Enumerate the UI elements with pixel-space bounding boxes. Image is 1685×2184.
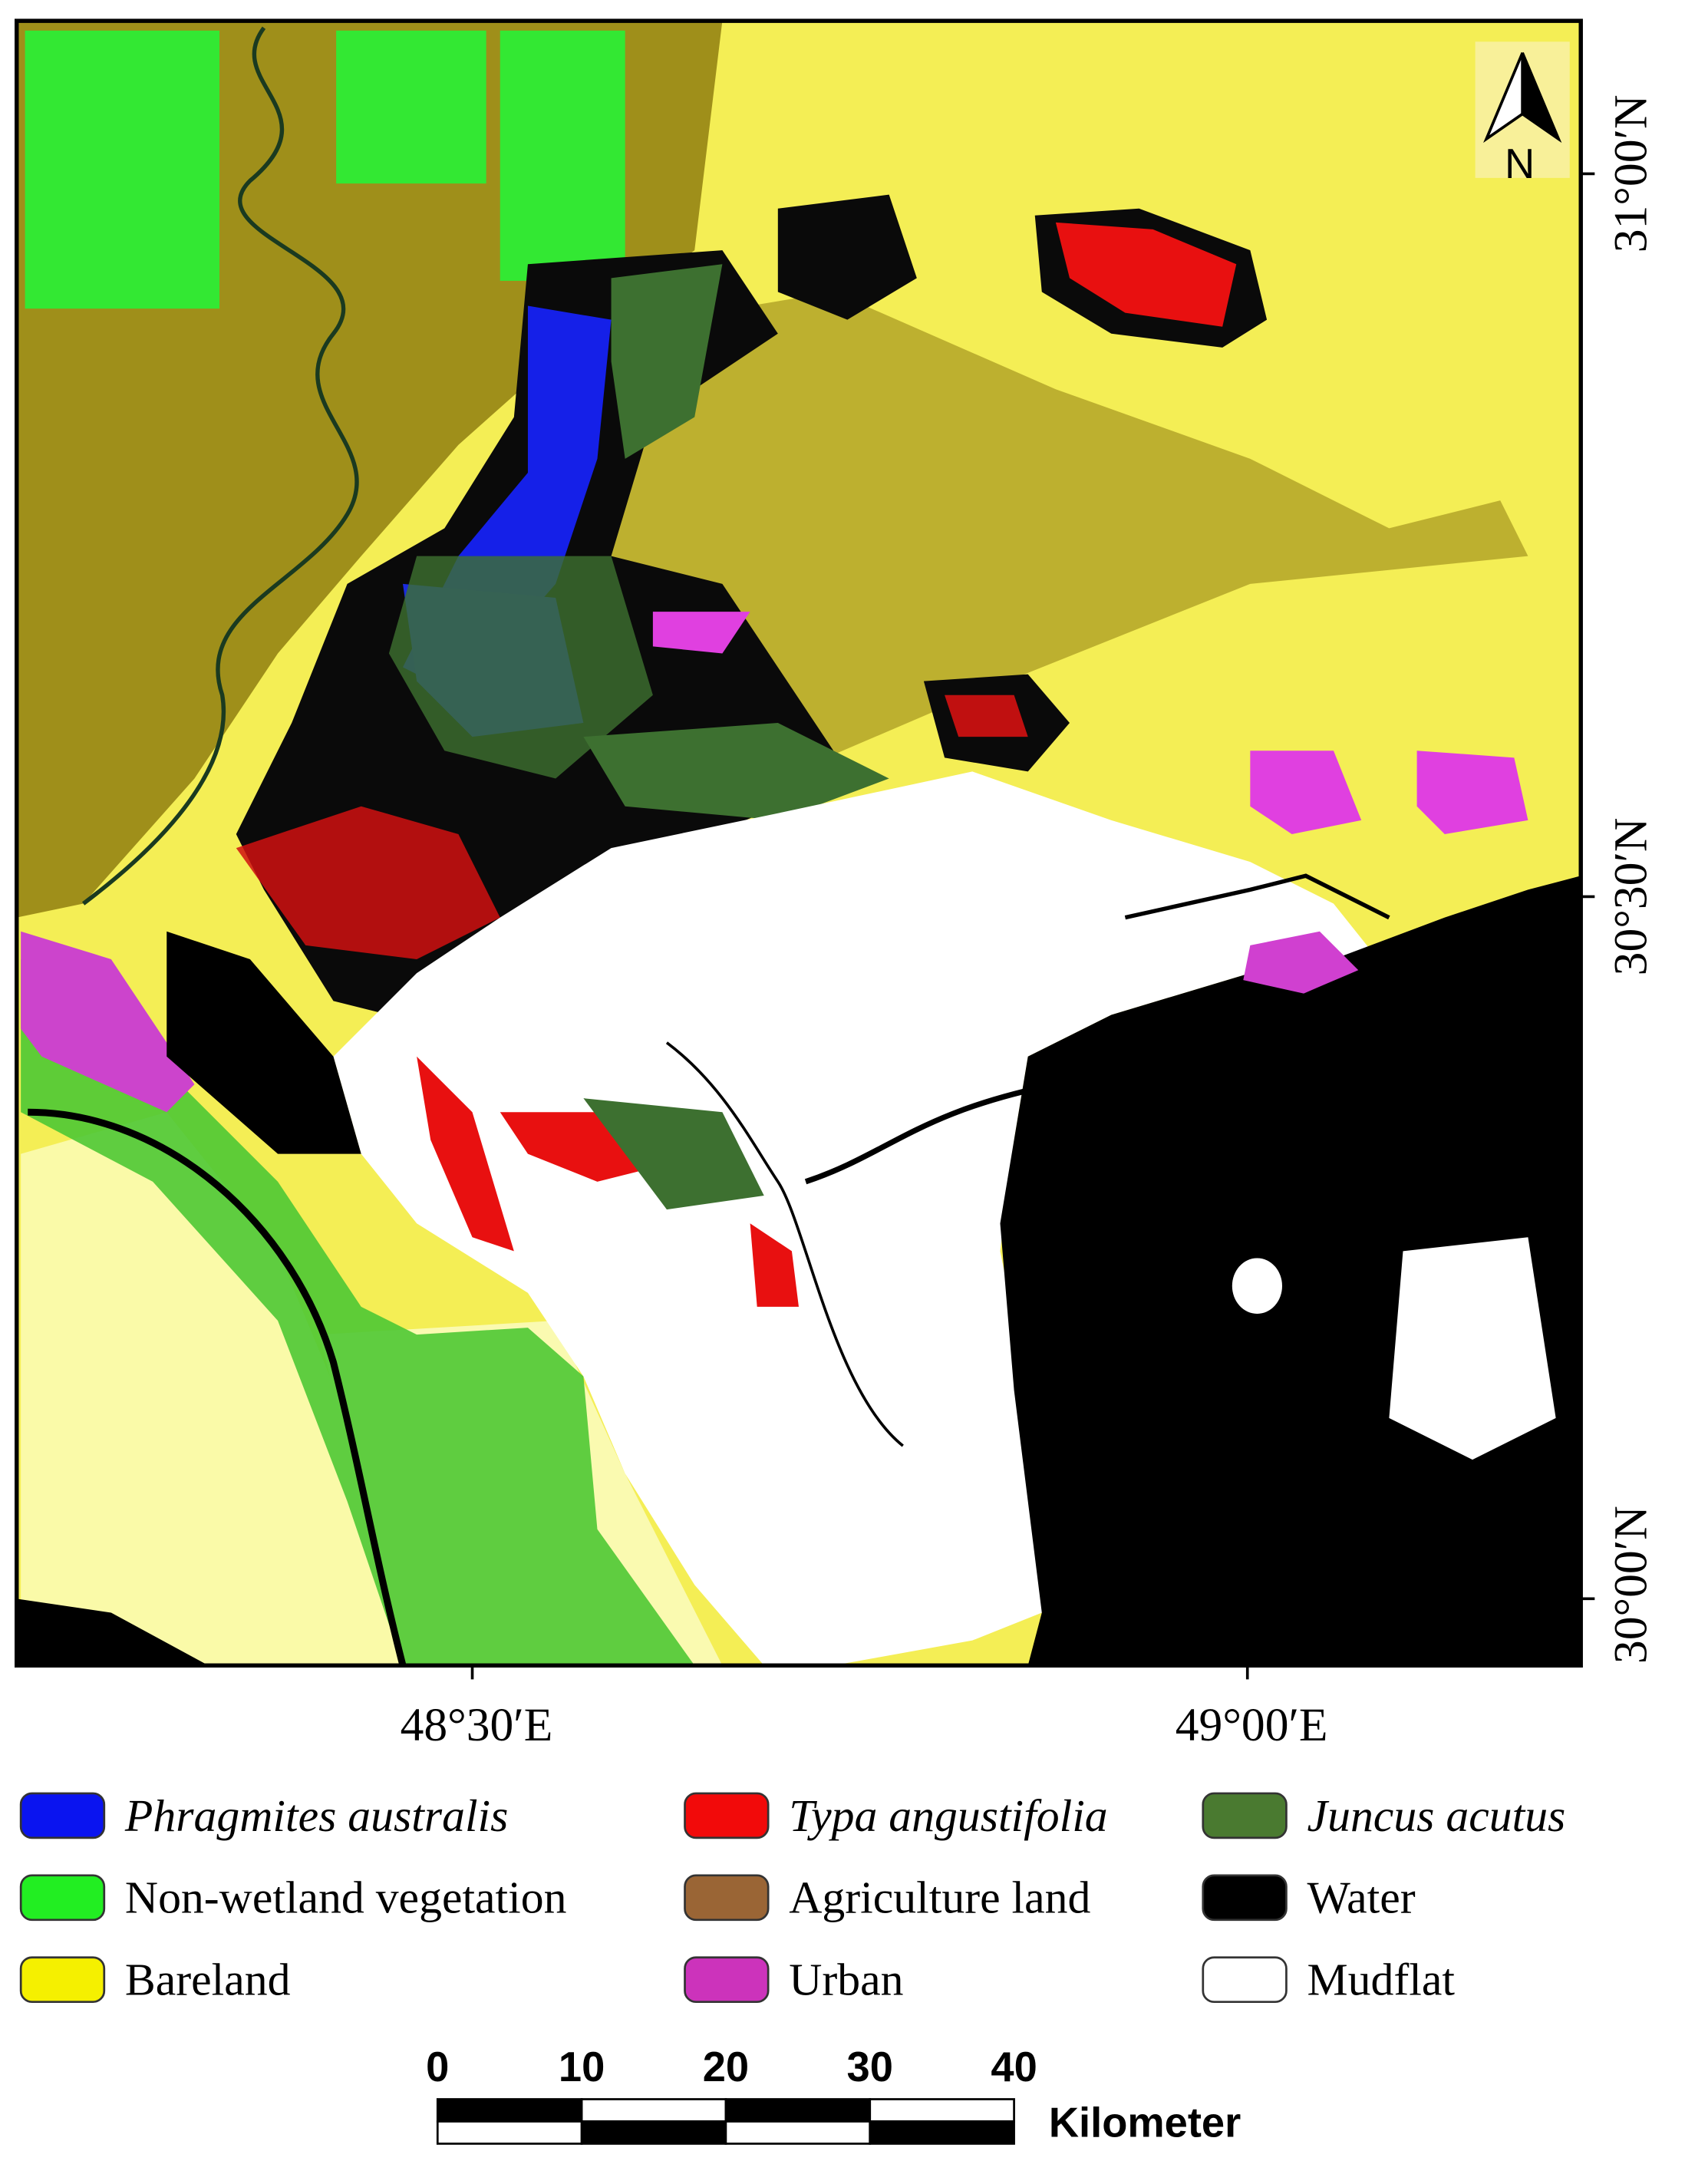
typha-patch bbox=[236, 806, 500, 959]
legend-label: Bareland bbox=[125, 1955, 291, 2005]
legend-label: Typa angustifolia bbox=[789, 1790, 1107, 1841]
typha-patch bbox=[417, 1056, 799, 1307]
scale-tick-label: 10 bbox=[559, 2044, 605, 2090]
urban-area bbox=[652, 612, 750, 654]
scale-segment bbox=[436, 2120, 583, 2145]
legend-label: Urban bbox=[789, 1955, 903, 2005]
legend: Phragmites australis Non-wetland vegetati… bbox=[19, 1790, 1566, 2005]
legend-swatch bbox=[684, 1956, 770, 2004]
lat-label: 31°00′N bbox=[1604, 95, 1657, 253]
agriculture-area bbox=[583, 292, 1528, 779]
urban-area bbox=[1416, 751, 1528, 834]
scale-tick-label: 0 bbox=[426, 2044, 449, 2090]
lon-label: 49°00′E bbox=[1176, 1699, 1328, 1751]
legend-swatch bbox=[19, 1792, 106, 1839]
legend-swatch bbox=[1202, 1792, 1288, 1839]
urban-area bbox=[21, 931, 195, 1113]
vegetation-field bbox=[25, 30, 220, 309]
mudflat bbox=[333, 771, 1390, 1666]
juncus-patch bbox=[388, 556, 653, 779]
channel bbox=[1124, 873, 1390, 920]
scale-tick-label: 40 bbox=[991, 2044, 1037, 2090]
juncus-patch bbox=[611, 264, 723, 459]
urban-area bbox=[1243, 931, 1362, 995]
scale-segment bbox=[580, 2120, 727, 2145]
typha-patch bbox=[1055, 222, 1237, 327]
island bbox=[1232, 1258, 1282, 1314]
scale-segment bbox=[436, 2098, 583, 2123]
scale-segment bbox=[724, 2120, 872, 2145]
legend-swatch bbox=[19, 1956, 106, 2004]
scale-bar: 0 10 20 30 40 Kilometer bbox=[426, 2044, 1241, 2146]
river bbox=[81, 26, 359, 906]
juncus-patch bbox=[583, 723, 889, 820]
map-frame bbox=[15, 18, 1583, 1668]
channel bbox=[804, 956, 1391, 1185]
water-body bbox=[167, 931, 361, 1154]
legend-swatch bbox=[1202, 1956, 1288, 2004]
scale-tick-label: 20 bbox=[703, 2044, 749, 2090]
urban-area bbox=[1250, 751, 1362, 834]
water-body bbox=[16, 1598, 209, 1666]
river bbox=[28, 1108, 407, 1666]
mudflat bbox=[1389, 1237, 1556, 1460]
typha-patch bbox=[945, 694, 1028, 737]
legend-label: Non-wetland vegetation bbox=[125, 1872, 567, 1923]
legend-label: Juncus acutus bbox=[1307, 1790, 1566, 1841]
juncus-patch bbox=[583, 1098, 764, 1210]
channel bbox=[665, 1041, 904, 1447]
scale-segment bbox=[869, 2120, 1015, 2145]
lon-label: 48°30′E bbox=[401, 1699, 553, 1751]
legend-label: Mudflat bbox=[1307, 1955, 1456, 2005]
scale-segment bbox=[869, 2098, 1015, 2123]
legend-swatch bbox=[684, 1874, 770, 1922]
water-body bbox=[1000, 876, 1581, 1666]
north-label: N bbox=[1505, 140, 1535, 187]
pale-bareland bbox=[21, 1112, 417, 1666]
vegetation-field bbox=[500, 30, 625, 281]
legend-swatch bbox=[1202, 1874, 1288, 1922]
legend-swatch bbox=[684, 1792, 770, 1839]
scale-segment bbox=[580, 2098, 727, 2123]
lat-label: 30°00′N bbox=[1604, 1506, 1657, 1664]
scale-tick-label: 30 bbox=[847, 2044, 893, 2090]
north-arrow bbox=[1521, 52, 1562, 144]
river-vegetation bbox=[21, 958, 695, 1666]
map-image: N bbox=[16, 21, 1581, 1666]
scale-segment bbox=[724, 2098, 872, 2123]
legend-label: Phragmites australis bbox=[124, 1790, 508, 1841]
vegetation-field bbox=[336, 30, 486, 184]
legend-swatch bbox=[19, 1874, 106, 1922]
legend-label: Water bbox=[1307, 1872, 1416, 1923]
legend-label: Agriculture land bbox=[789, 1872, 1090, 1923]
scale-unit: Kilometer bbox=[1049, 2099, 1241, 2146]
wetland-water bbox=[777, 194, 917, 320]
lat-label: 30°30′N bbox=[1604, 818, 1657, 976]
